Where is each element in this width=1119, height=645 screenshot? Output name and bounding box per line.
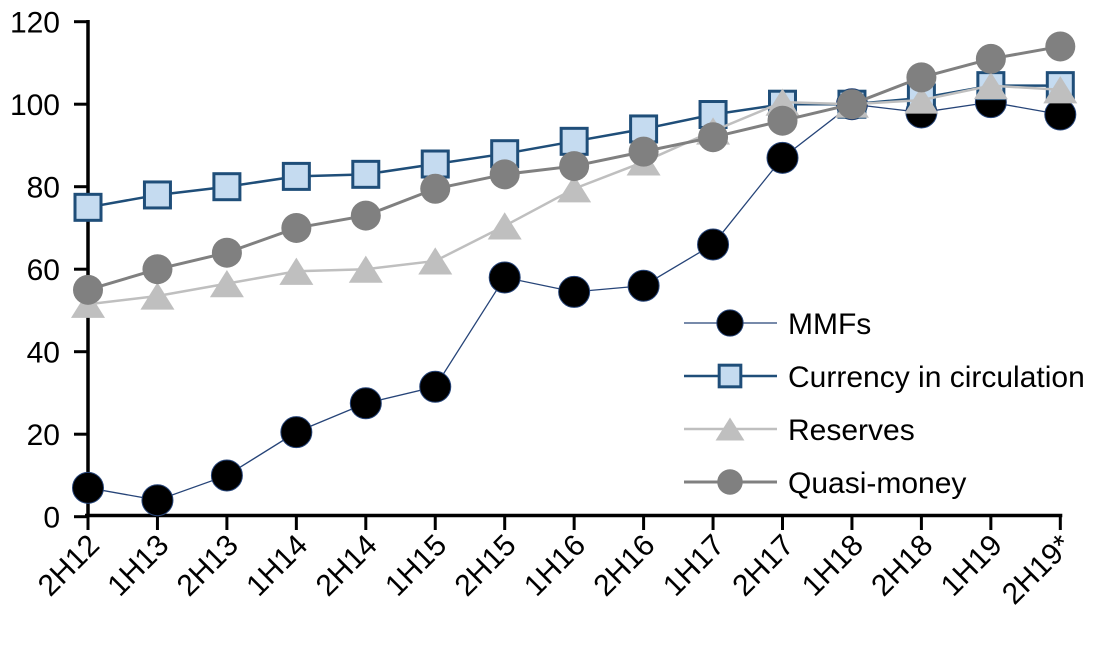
- legend-label-currency-in-circulation: Currency in circulation: [788, 361, 1085, 394]
- series-marker-quasi-money: [628, 136, 659, 167]
- series-marker-quasi-money: [1045, 31, 1076, 62]
- series-marker-reserves: [973, 72, 1008, 100]
- series-marker-mmfs: [697, 228, 730, 261]
- series-marker-reserves: [348, 255, 383, 283]
- series-marker-reserves: [279, 257, 314, 285]
- legend-item-mmfs: MMFs: [684, 308, 871, 341]
- series-marker-quasi-money: [281, 212, 312, 243]
- x-tick-label: 2H14: [310, 529, 384, 603]
- y-tick-label: 20: [27, 419, 60, 452]
- series-marker-currency-in-circulation: [351, 159, 381, 189]
- series-marker-currency-in-circulation: [142, 180, 172, 210]
- series-marker-currency-in-circulation: [420, 149, 450, 179]
- y-tick-label: 60: [27, 254, 60, 287]
- x-tick-label: 1H18: [796, 529, 870, 603]
- series-marker-mmfs: [766, 141, 799, 174]
- legend-item-quasi-money: Quasi-money: [684, 467, 966, 500]
- series-marker-reserves: [1043, 76, 1078, 104]
- series-marker-mmfs: [419, 370, 452, 403]
- series-marker-currency-in-circulation: [212, 172, 242, 202]
- x-tick-label: 2H13: [171, 529, 245, 603]
- legend-marker-quasi-money: [717, 469, 743, 495]
- series-marker-quasi-money: [698, 122, 729, 153]
- y-tick-label: 40: [27, 337, 60, 370]
- series-marker-quasi-money: [906, 62, 937, 93]
- series-marker-mmfs: [72, 471, 104, 504]
- x-tick-label: 1H19: [935, 529, 1009, 603]
- series-marker-currency-in-circulation: [73, 192, 103, 222]
- series-marker-quasi-money: [767, 105, 798, 136]
- legend-marker-reserves: [715, 417, 745, 441]
- series-marker-currency-in-circulation: [281, 161, 311, 191]
- series-marker-reserves: [557, 175, 592, 203]
- x-tick-label: 2H16: [588, 529, 662, 603]
- series-marker-quasi-money: [559, 151, 590, 182]
- series-marker-reserves: [904, 86, 939, 114]
- series-marker-reserves: [487, 212, 522, 240]
- series-marker-mmfs: [558, 275, 591, 308]
- legend-label-mmfs: MMFs: [788, 308, 871, 341]
- x-tick-label: 2H19*: [996, 528, 1079, 611]
- y-tick-label: 80: [27, 172, 60, 205]
- series-marker-quasi-money: [350, 200, 381, 231]
- x-tick-label: 1H15: [379, 529, 453, 603]
- legend-label-quasi-money: Quasi-money: [788, 467, 966, 500]
- legend-marker-currency-in-circulation: [717, 363, 743, 389]
- series-marker-mmfs: [488, 261, 521, 294]
- series-marker-quasi-money: [420, 173, 451, 204]
- x-tick-label: 2H18: [865, 529, 939, 603]
- x-tick-label: 1H14: [240, 529, 314, 603]
- series-marker-quasi-money: [73, 274, 103, 305]
- y-tick-label: 0: [43, 502, 60, 535]
- series-mmfs: [72, 86, 1077, 517]
- x-tick-label: 1H16: [518, 529, 592, 603]
- series-marker-quasi-money: [975, 43, 1006, 74]
- x-tick-label: 1H17: [657, 529, 731, 603]
- y-tick-label: 120: [10, 7, 60, 40]
- x-tick-label: 2H15: [449, 529, 523, 603]
- series-marker-quasi-money: [142, 254, 173, 285]
- series-marker-quasi-money: [211, 237, 242, 268]
- legend: MMFs Currency in circulation Reserves Quasi…: [684, 308, 1085, 500]
- series-marker-quasi-money: [836, 89, 867, 120]
- series-marker-currency-in-circulation: [559, 126, 589, 156]
- series-marker-quasi-money: [489, 159, 520, 190]
- x-tick-label: 2H17: [726, 529, 800, 603]
- x-tick-label: 2H12: [32, 529, 106, 603]
- x-tick-label: 1H13: [101, 529, 175, 603]
- legend-label-reserves: Reserves: [788, 414, 915, 447]
- y-tick-label: 100: [10, 89, 60, 122]
- series-marker-reserves: [209, 270, 244, 298]
- series-marker-mmfs: [141, 484, 174, 517]
- series-marker-reserves: [418, 247, 453, 275]
- series-marker-mmfs: [627, 269, 660, 302]
- legend-item-currency-in-circulation: Currency in circulation: [684, 361, 1085, 394]
- series-quasi-money: [73, 31, 1076, 305]
- series-marker-mmfs: [280, 416, 313, 449]
- legend-item-reserves: Reserves: [684, 414, 915, 447]
- legend-marker-mmfs: [716, 309, 744, 337]
- series-marker-reserves: [140, 282, 175, 310]
- series-marker-mmfs: [349, 387, 382, 420]
- series-marker-mmfs: [210, 459, 243, 492]
- series-marker-mmfs: [1044, 98, 1077, 131]
